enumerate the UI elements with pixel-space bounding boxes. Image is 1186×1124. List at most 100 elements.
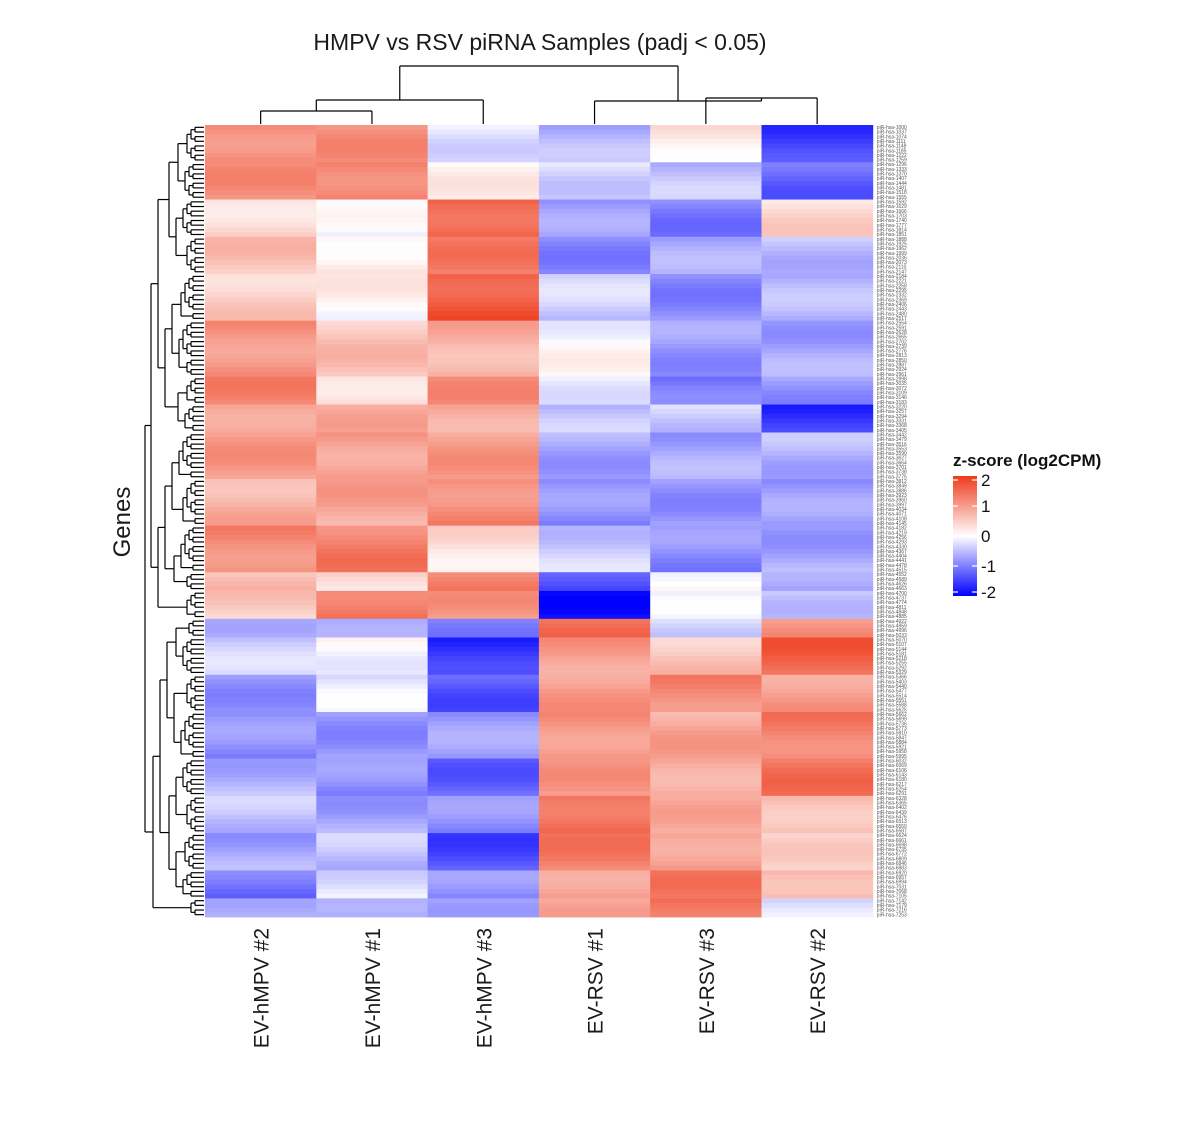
heatmap-cell <box>538 390 651 396</box>
row-label: piR-hsa-5329 <box>877 670 907 676</box>
row-label: piR-hsa-1259 <box>877 158 907 164</box>
heatmap-cell <box>205 628 317 634</box>
row-label: piR-hsa-1370 <box>877 172 907 178</box>
heatmap-cell <box>538 814 651 820</box>
row-label: piR-hsa-6291 <box>877 791 907 797</box>
heatmap-cell <box>761 334 874 340</box>
heatmap-cell <box>650 562 762 568</box>
column-labels: EV-hMPV #2 EV-hMPV #1 EV-hMPV #3 EV-RSV #1 E… <box>251 928 830 1048</box>
heatmap-cell <box>761 884 874 890</box>
heatmap-cell <box>316 777 428 783</box>
heatmap-cell <box>205 861 317 867</box>
heatmap-cell <box>650 912 762 918</box>
heatmap-cell <box>538 511 651 517</box>
heatmap-cell <box>650 642 762 648</box>
row-label: piR-hsa-3368 <box>877 423 907 429</box>
heatmap-cell <box>316 329 428 336</box>
heatmap-cell <box>205 125 317 131</box>
heatmap-cell <box>761 455 874 461</box>
heatmap-cell <box>538 870 651 876</box>
row-label: piR-hsa-5403 <box>877 679 907 685</box>
heatmap-cell <box>650 194 762 200</box>
heatmap-cell <box>316 637 428 643</box>
heatmap-cell <box>427 581 540 587</box>
heatmap-cell <box>761 316 874 322</box>
heatmap-cell <box>538 828 651 834</box>
heatmap-cell <box>205 553 317 559</box>
heatmap-cell <box>538 781 651 787</box>
heatmap-cell <box>205 586 317 592</box>
heatmap-cell <box>761 138 874 145</box>
heatmap-cell <box>650 604 762 610</box>
heatmap-cell <box>761 516 874 522</box>
heatmap-cell <box>316 893 428 899</box>
heatmap-cell <box>427 600 540 606</box>
heatmap-cell <box>427 758 540 764</box>
heatmap-cell <box>650 837 762 843</box>
row-label: piR-hsa-5662 <box>877 712 907 718</box>
heatmap-cell <box>650 465 762 471</box>
heatmap-cell <box>538 581 651 587</box>
heatmap-cell <box>650 707 762 713</box>
heatmap-cell <box>427 320 540 326</box>
heatmap-cell <box>650 274 762 280</box>
heatmap-cell <box>650 423 762 429</box>
heatmap-cell <box>538 288 651 294</box>
heatmap-cell <box>427 455 540 461</box>
heatmap-cell <box>205 385 317 391</box>
heatmap-cell <box>316 795 428 801</box>
heatmap-cell <box>427 665 540 671</box>
heatmap-cell <box>427 618 540 624</box>
heatmap-cell <box>650 143 762 149</box>
heatmap-cell <box>316 712 428 718</box>
heatmap-cell <box>650 297 762 303</box>
heatmap-cell <box>316 232 428 238</box>
row-label: piR-hsa-3997 <box>877 502 907 508</box>
heatmap-cell <box>205 292 317 298</box>
heatmap-cell <box>205 460 317 466</box>
row-label: piR-hsa-4515 <box>877 568 907 574</box>
heatmap-cell <box>761 302 874 308</box>
heatmap-cell <box>205 739 317 746</box>
heatmap-cell <box>761 274 874 280</box>
heatmap-cell <box>427 367 540 373</box>
heatmap-cell <box>761 320 874 326</box>
heatmap-cell <box>427 283 540 289</box>
heatmap-cell <box>538 875 651 881</box>
heatmap-cell <box>427 404 540 410</box>
heatmap-cell <box>427 502 540 508</box>
row-label: piR-hsa-3738 <box>877 470 907 476</box>
heatmap-cell <box>427 222 540 228</box>
heatmap-cell <box>427 833 540 839</box>
heatmap-cell <box>205 656 317 662</box>
heatmap-cell <box>650 343 762 350</box>
heatmap-cell <box>427 772 540 778</box>
heatmap-cell <box>650 521 762 527</box>
heatmap-cell <box>427 409 540 415</box>
heatmap-cell <box>761 348 874 354</box>
heatmap-cell <box>650 781 762 787</box>
heatmap-cell <box>205 255 317 261</box>
heatmap-cell <box>761 581 874 587</box>
heatmap-cell <box>650 371 762 377</box>
heatmap-cell <box>316 176 428 182</box>
heatmap-cell <box>650 138 762 145</box>
heatmap-cell <box>205 227 317 233</box>
heatmap-cell <box>427 511 540 517</box>
heatmap-cell <box>538 632 651 638</box>
heatmap-cell <box>538 628 651 634</box>
heatmap-cell <box>650 595 762 601</box>
heatmap-cell <box>316 516 428 522</box>
heatmap-cell <box>427 451 540 457</box>
heatmap-cell <box>316 772 428 778</box>
heatmap-cell <box>761 521 874 527</box>
heatmap-cell <box>205 609 317 615</box>
heatmap-cell <box>761 311 874 317</box>
heatmap-cell <box>427 809 540 815</box>
heatmap-cell <box>650 618 762 624</box>
row-label: piR-hsa-3775 <box>877 474 907 480</box>
heatmap-cell <box>761 129 874 135</box>
heatmap-cell <box>427 143 540 149</box>
heatmap-cell <box>650 628 762 634</box>
row-label: piR-hsa-1148 <box>877 144 907 150</box>
